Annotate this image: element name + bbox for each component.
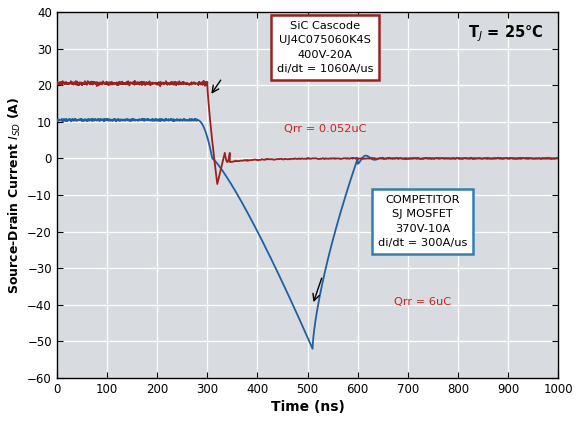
Text: COMPETITOR
SJ MOSFET
370V-10A
di/dt = 300A/us: COMPETITOR SJ MOSFET 370V-10A di/dt = 30… [378, 195, 467, 248]
Y-axis label: Source-Drain Current $I_{SD}$ (A): Source-Drain Current $I_{SD}$ (A) [7, 96, 23, 293]
Text: Qrr = 0.052uC: Qrr = 0.052uC [284, 124, 367, 133]
Text: SiC Cascode
UJ4C075060K4S
400V-20A
di/dt = 1060A/us: SiC Cascode UJ4C075060K4S 400V-20A di/dt… [277, 21, 374, 74]
Text: T$_J$ = 25°C: T$_J$ = 25°C [467, 23, 543, 43]
Text: Qrr = 6uC: Qrr = 6uC [394, 298, 451, 307]
X-axis label: Time (ns): Time (ns) [271, 400, 345, 414]
